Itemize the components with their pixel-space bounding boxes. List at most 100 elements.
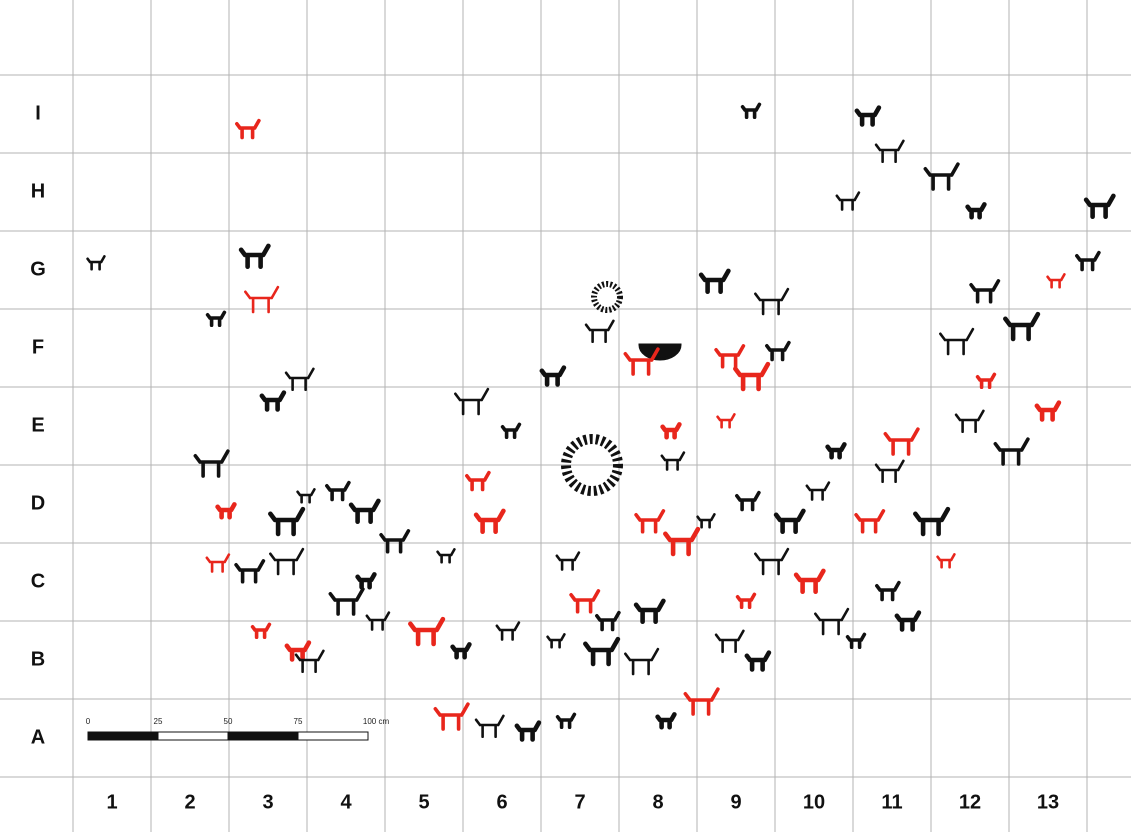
petroglyph	[874, 139, 905, 163]
petroglyph	[663, 526, 701, 557]
petroglyph	[623, 347, 660, 376]
column-label: 2	[184, 791, 195, 813]
petroglyph	[555, 551, 581, 571]
petroglyph	[854, 509, 886, 534]
column-label: 7	[574, 791, 585, 813]
petroglyph	[569, 589, 601, 614]
row-label: B	[31, 648, 45, 670]
petroglyph	[238, 243, 271, 269]
petroglyph	[655, 712, 677, 730]
petroglyph	[696, 513, 716, 529]
sunburst	[561, 281, 682, 496]
petroglyph	[814, 607, 850, 636]
petroglyph	[939, 327, 975, 356]
petroglyph	[660, 422, 682, 440]
petroglyph	[740, 102, 762, 119]
petroglyph	[874, 459, 905, 483]
petroglyph	[296, 488, 316, 504]
petroglyph	[825, 442, 847, 460]
petroglyph	[205, 310, 227, 327]
scale-label: 25	[154, 717, 163, 726]
petroglyph	[716, 413, 736, 429]
petroglyph	[805, 481, 831, 501]
petroglyph	[1034, 400, 1062, 422]
petroglyph	[325, 480, 351, 502]
petroglyph	[683, 687, 720, 716]
petroglyph	[634, 509, 666, 534]
row-label: I	[35, 102, 41, 124]
petroglyph	[595, 610, 621, 632]
petroglyph	[735, 490, 761, 512]
petroglyph	[660, 451, 686, 471]
petroglyph	[765, 340, 791, 362]
row-label: H	[31, 180, 45, 202]
petroglyph	[744, 650, 772, 672]
scale-segment	[227, 731, 299, 741]
petroglyph	[975, 372, 997, 389]
petroglyph	[1046, 273, 1066, 289]
scale-segment	[157, 731, 229, 741]
petroglyph	[733, 361, 771, 392]
petroglyph	[954, 409, 985, 433]
petroglyph	[539, 365, 567, 387]
petroglyph	[86, 255, 106, 271]
column-label: 9	[730, 791, 741, 813]
petroglyph	[294, 649, 325, 673]
petroglyph	[714, 344, 746, 369]
row-label: C	[31, 570, 45, 592]
scale-bar: 0 25 50 75 100 cm	[86, 717, 389, 741]
petroglyph	[546, 633, 566, 649]
row-label: G	[30, 258, 46, 280]
petroglyph	[735, 592, 757, 609]
petroglyph	[365, 611, 391, 631]
petroglyph	[854, 105, 882, 127]
petroglyph	[355, 572, 377, 590]
petroglyph	[698, 268, 731, 294]
petroglyph	[773, 508, 806, 534]
petroglyph	[454, 387, 490, 416]
column-label: 11	[881, 791, 902, 813]
petroglyph	[268, 506, 306, 537]
petroglyph	[624, 647, 660, 676]
petroglyph	[894, 610, 922, 632]
petroglyph	[284, 640, 312, 662]
petroglyph	[269, 547, 305, 576]
petroglyph	[250, 622, 272, 639]
row-label: D	[31, 492, 45, 514]
petroglyph	[473, 508, 506, 534]
petroglyph	[193, 449, 230, 478]
petroglyph	[495, 621, 521, 641]
petroglyph	[913, 506, 951, 537]
row-label: E	[31, 414, 44, 436]
column-label: 4	[340, 791, 352, 813]
petroglyph	[936, 553, 956, 569]
petroglyph	[234, 559, 266, 584]
petroglyph	[259, 390, 287, 412]
petroglyph	[754, 287, 790, 316]
scale-label: 50	[224, 717, 233, 726]
petroglyph	[235, 118, 261, 140]
petroglyph	[1075, 250, 1101, 272]
petroglyph	[965, 202, 987, 220]
petroglyph	[433, 702, 470, 731]
petroglyph	[555, 712, 577, 729]
petroglyph	[835, 191, 861, 211]
petroglyph	[348, 498, 381, 524]
column-label: 3	[262, 791, 273, 813]
petroglyph	[875, 580, 901, 602]
petroglyph	[514, 720, 542, 742]
petroglyph	[583, 636, 621, 667]
petroglyph	[1083, 193, 1116, 219]
petroglyph	[714, 629, 745, 653]
petroglyph	[328, 587, 365, 616]
petroglyph	[500, 422, 522, 439]
row-label: A	[31, 726, 45, 748]
column-label: 13	[1037, 791, 1059, 813]
scale-segment	[87, 731, 159, 741]
petroglyph	[584, 319, 615, 343]
column-label: 8	[652, 791, 663, 813]
column-label: 1	[106, 791, 117, 813]
petroglyph	[408, 616, 446, 647]
